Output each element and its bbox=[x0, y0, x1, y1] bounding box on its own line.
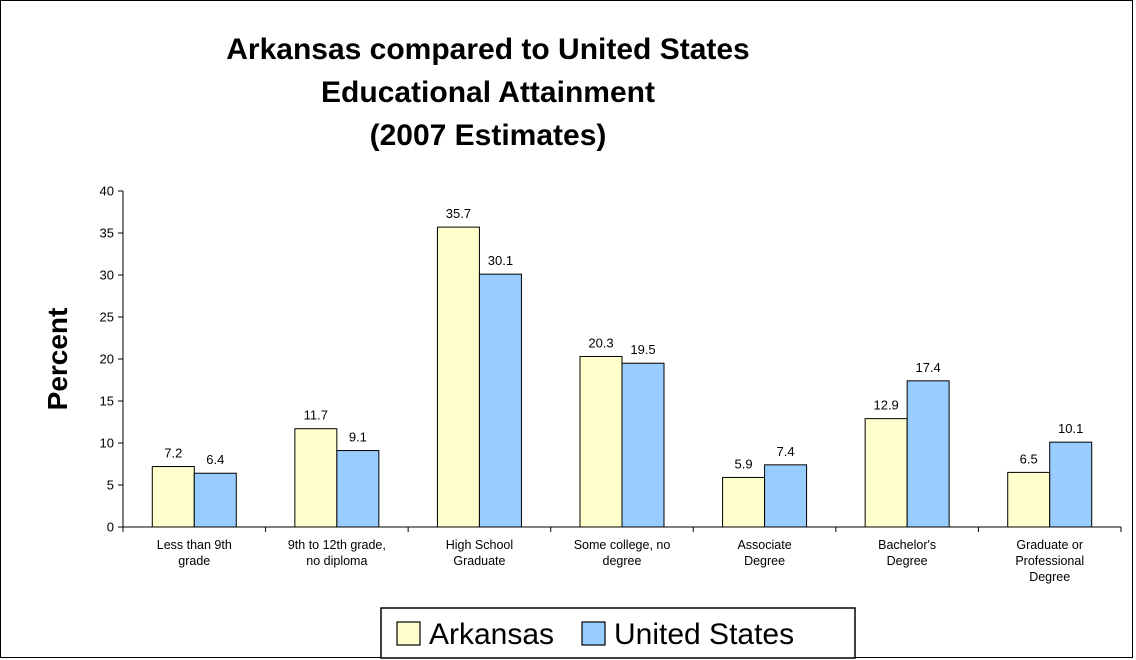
category-label: Some college, no bbox=[574, 538, 671, 552]
legend: Arkansas United States bbox=[380, 607, 856, 659]
category-label: Associate bbox=[737, 538, 791, 552]
category-label: Degree bbox=[1029, 570, 1070, 584]
plot-area: 0 5 10 15 20 25 30 35 40 Less than 9th grade 9th to… bbox=[100, 184, 1122, 584]
data-label-arkansas: 6.5 bbox=[1020, 451, 1038, 466]
chart-title-line-3: (2007 Estimates) bbox=[370, 119, 607, 152]
data-label-united-states: 10.1 bbox=[1058, 421, 1083, 436]
y-tick-label: 35 bbox=[100, 226, 114, 241]
bar-united-states bbox=[193, 472, 237, 528]
category-label: High School bbox=[446, 538, 513, 552]
y-tick-label: 0 bbox=[107, 520, 114, 535]
bar-united-states bbox=[478, 273, 522, 528]
data-label-united-states: 9.1 bbox=[349, 430, 367, 445]
bar-arkansas bbox=[1007, 471, 1051, 528]
bar-arkansas bbox=[151, 466, 195, 528]
bar-united-states bbox=[336, 450, 380, 528]
chart-title-line-2: Educational Attainment bbox=[321, 76, 655, 109]
data-label-united-states: 17.4 bbox=[915, 360, 940, 375]
data-label-arkansas: 20.3 bbox=[588, 335, 613, 350]
y-tick-label: 15 bbox=[100, 394, 114, 409]
data-label-arkansas: 5.9 bbox=[735, 456, 753, 471]
category-label: Less than 9th bbox=[157, 538, 232, 552]
category-label: 9th to 12th grade, bbox=[288, 538, 386, 552]
data-label-united-states: 7.4 bbox=[777, 444, 795, 459]
data-label-united-states: 6.4 bbox=[206, 452, 224, 467]
y-tick-label: 40 bbox=[100, 184, 114, 199]
bar-united-states bbox=[621, 362, 665, 528]
data-label-united-states: 30.1 bbox=[488, 253, 513, 268]
data-label-united-states: 19.5 bbox=[630, 342, 655, 357]
bar-united-states bbox=[906, 380, 950, 528]
bar-arkansas bbox=[579, 355, 623, 528]
y-tick-label: 10 bbox=[100, 436, 114, 451]
legend-swatch-united-states bbox=[581, 621, 606, 646]
category-label: Professional bbox=[1015, 554, 1084, 568]
category-label: Degree bbox=[744, 554, 785, 568]
data-label-arkansas: 7.2 bbox=[164, 446, 182, 461]
chart-title-line-1: Arkansas compared to United States bbox=[226, 33, 750, 66]
bar-arkansas bbox=[722, 476, 766, 528]
y-tick-label: 25 bbox=[100, 310, 114, 325]
category-label: grade bbox=[178, 554, 210, 568]
bar-arkansas bbox=[436, 226, 480, 528]
category-label: no diploma bbox=[306, 554, 367, 568]
y-tick-label: 30 bbox=[100, 268, 114, 283]
bar-arkansas bbox=[294, 428, 338, 528]
data-label-arkansas: 12.9 bbox=[873, 398, 898, 413]
bar-arkansas bbox=[864, 418, 908, 528]
category-label: degree bbox=[603, 554, 642, 568]
y-axis-label: Percent bbox=[42, 308, 73, 411]
category-label: Bachelor's bbox=[878, 538, 936, 552]
y-tick-label: 20 bbox=[100, 352, 114, 367]
category-label: Graduate or bbox=[1016, 538, 1083, 552]
category-label: Graduate bbox=[453, 554, 505, 568]
legend-label-united-states: United States bbox=[614, 618, 794, 651]
legend-swatch-arkansas bbox=[396, 621, 421, 646]
legend-label-arkansas: Arkansas bbox=[429, 618, 554, 651]
bar-united-states bbox=[764, 464, 808, 528]
data-label-arkansas: 35.7 bbox=[446, 206, 471, 221]
category-label: Degree bbox=[887, 554, 928, 568]
bar-united-states bbox=[1049, 441, 1093, 528]
chart-title: Arkansas compared to United States Educa… bbox=[226, 33, 750, 152]
y-tick-label: 5 bbox=[107, 478, 114, 493]
legend-box bbox=[380, 607, 856, 659]
data-label-arkansas: 11.7 bbox=[304, 408, 328, 423]
